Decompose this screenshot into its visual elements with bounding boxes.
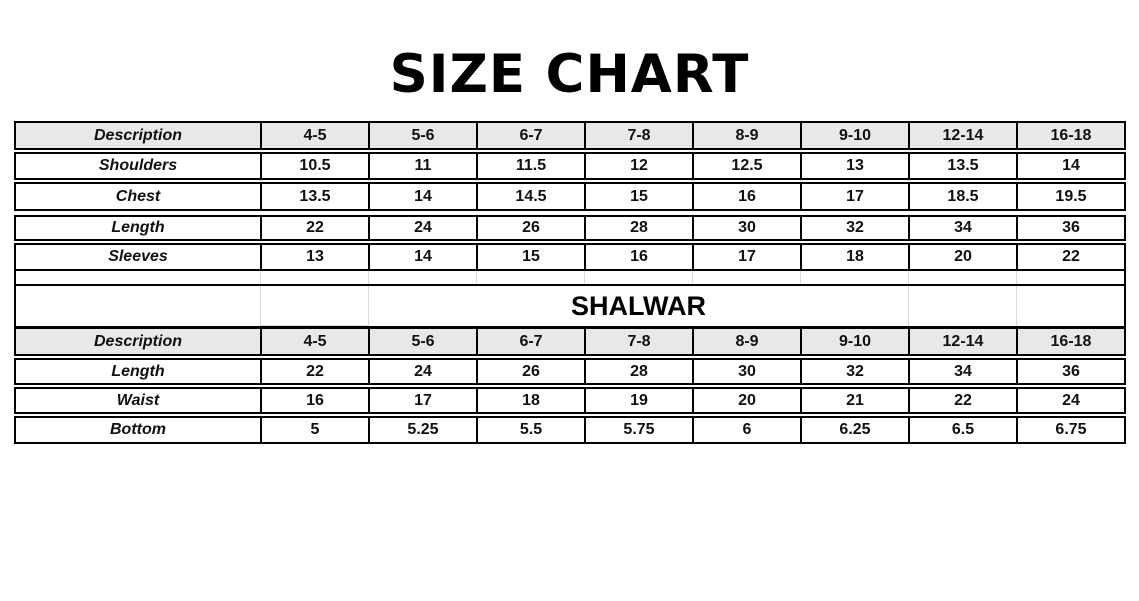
value-cell: 11 [368, 154, 476, 178]
header-cell-size: 9-10 [800, 123, 908, 148]
header-cell-size: 8-9 [692, 329, 800, 354]
header-cell-size: 6-7 [476, 123, 584, 148]
value-cell: 18 [476, 389, 584, 412]
value-cell: 22 [260, 217, 368, 239]
table2-header-row: Description 4-5 5-6 6-7 7-8 8-9 9-10 12-… [14, 326, 1126, 356]
value-cell: 28 [584, 360, 692, 383]
header-cell-size: 8-9 [692, 123, 800, 148]
value-cell: 12.5 [692, 154, 800, 178]
value-cell: 34 [908, 217, 1016, 239]
value-cell: 22 [1016, 245, 1124, 269]
value-cell: 14 [368, 184, 476, 209]
value-cell: 5.25 [368, 418, 476, 442]
value-cell: 16 [260, 389, 368, 412]
value-cell: 19.5 [1016, 184, 1124, 209]
spacer-row [14, 271, 1126, 286]
value-cell: 30 [692, 217, 800, 239]
header-cell-size: 5-6 [368, 329, 476, 354]
value-cell: 16 [692, 184, 800, 209]
header-cell-description: Description [16, 329, 260, 354]
section-title-shalwar: SHALWAR [368, 286, 908, 326]
table-row-chest: Chest 13.5 14 14.5 15 16 17 18.5 19.5 [14, 182, 1126, 211]
value-cell: 26 [476, 217, 584, 239]
header-cell-size: 4-5 [260, 329, 368, 354]
value-cell: 6.25 [800, 418, 908, 442]
header-cell-description: Description [16, 123, 260, 148]
table-row-shoulders: Shoulders 10.5 11 11.5 12 12.5 13 13.5 1… [14, 152, 1126, 180]
value-cell: 22 [260, 360, 368, 383]
value-cell: 16 [584, 245, 692, 269]
page-title: SIZE CHART [389, 44, 750, 105]
value-cell: 13 [800, 154, 908, 178]
table-row-shalwar-length: Length 22 24 26 28 30 32 34 36 [14, 358, 1126, 385]
value-cell: 26 [476, 360, 584, 383]
value-cell: 24 [368, 360, 476, 383]
value-cell: 17 [800, 184, 908, 209]
table-row-waist: Waist 16 17 18 19 20 21 22 24 [14, 387, 1126, 414]
header-cell-size: 7-8 [584, 123, 692, 148]
value-cell: 15 [584, 184, 692, 209]
value-cell: 5.75 [584, 418, 692, 442]
table-row-bottom: Bottom 5 5.25 5.5 5.75 6 6.25 6.5 6.75 [14, 416, 1126, 444]
row-label-cell: Chest [115, 187, 161, 205]
value-cell: 18 [800, 245, 908, 269]
value-cell: 13.5 [908, 154, 1016, 178]
value-cell: 36 [1016, 360, 1124, 383]
value-cell: 14.5 [476, 184, 584, 209]
value-cell: 13.5 [260, 184, 368, 209]
header-cell-size: 16-18 [1016, 123, 1124, 148]
value-cell: 13 [260, 245, 368, 269]
row-label-cell: Length [111, 219, 165, 236]
value-cell: 24 [368, 217, 476, 239]
value-cell: 19 [584, 389, 692, 412]
value-cell: 20 [692, 389, 800, 412]
value-cell: 10.5 [260, 154, 368, 178]
value-cell: 6 [692, 418, 800, 442]
value-cell: 32 [800, 360, 908, 383]
header-cell-size: 5-6 [368, 123, 476, 148]
size-chart-tables: Description 4-5 5-6 6-7 7-8 8-9 9-10 12-… [14, 121, 1126, 444]
shalwar-section-row: SHALWAR [14, 286, 1126, 326]
value-cell: 28 [584, 217, 692, 239]
header-cell-size: 4-5 [260, 123, 368, 148]
value-cell: 14 [1016, 154, 1124, 178]
table-row-sleeves: Sleeves 13 14 15 16 17 18 20 22 [14, 243, 1126, 271]
header-cell-size: 9-10 [800, 329, 908, 354]
size-chart-page: SIZE CHART Description 4-5 5-6 6-7 7-8 8… [0, 48, 1139, 444]
table1-header-row: Description 4-5 5-6 6-7 7-8 8-9 9-10 12-… [14, 121, 1126, 150]
value-cell: 20 [908, 245, 1016, 269]
value-cell: 6.5 [908, 418, 1016, 442]
value-cell: 36 [1016, 217, 1124, 239]
value-cell: 34 [908, 360, 1016, 383]
row-label-cell: Length [111, 362, 165, 380]
value-cell: 17 [692, 245, 800, 269]
header-cell-size: 12-14 [908, 123, 1016, 148]
value-cell: 24 [1016, 389, 1124, 412]
value-cell: 15 [476, 245, 584, 269]
row-label-cell: Waist [116, 391, 160, 409]
value-cell: 22 [908, 389, 1016, 412]
value-cell: 32 [800, 217, 908, 239]
header-cell-size: 16-18 [1016, 329, 1124, 354]
row-label-cell: Sleeves [108, 248, 168, 265]
row-label-cell: Bottom [110, 421, 166, 438]
value-cell: 30 [692, 360, 800, 383]
value-cell: 18.5 [908, 184, 1016, 209]
value-cell: 12 [584, 154, 692, 178]
value-cell: 5.5 [476, 418, 584, 442]
value-cell: 14 [368, 245, 476, 269]
row-label-cell: Shoulders [98, 157, 178, 174]
value-cell: 11.5 [476, 154, 584, 178]
header-cell-size: 6-7 [476, 329, 584, 354]
header-cell-size: 12-14 [908, 329, 1016, 354]
table-row-length: Length 22 24 26 28 30 32 34 36 [14, 215, 1126, 241]
value-cell: 5 [260, 418, 368, 442]
header-cell-size: 7-8 [584, 329, 692, 354]
value-cell: 21 [800, 389, 908, 412]
value-cell: 6.75 [1016, 418, 1124, 442]
value-cell: 17 [368, 389, 476, 412]
